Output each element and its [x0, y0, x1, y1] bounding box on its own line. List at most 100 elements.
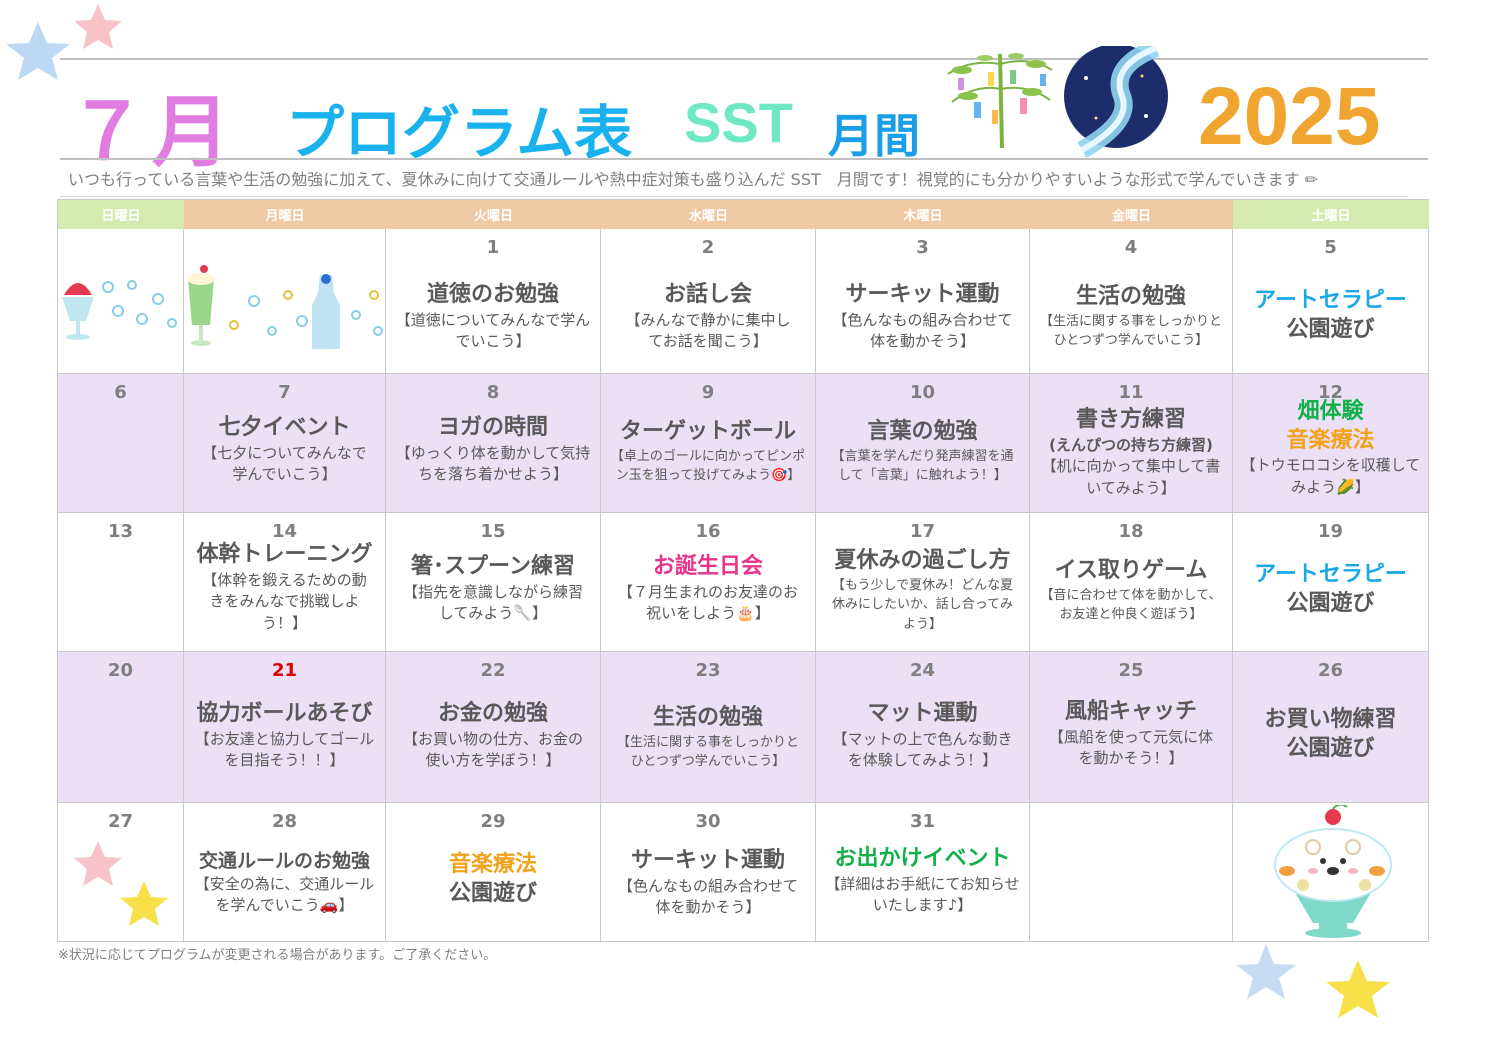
- activity-title: お誕生日会: [652, 554, 763, 579]
- day-number: 30: [695, 811, 721, 832]
- day-number: 14: [271, 521, 298, 542]
- day-cell-23: 23 生活の勉強 【生活に関する事をしっかりとひとつずつ学んでいこう】: [601, 652, 816, 803]
- weekday-header-sat: 土曜日: [1233, 200, 1429, 229]
- weekday-header-mon: 月曜日: [184, 200, 386, 229]
- activity-title: お金の勉強: [437, 701, 548, 726]
- day-cell-16: 16 お誕生日会 【７月生まれのお友達のお祝いをしよう🎂】: [601, 513, 816, 652]
- yellow-star-icon: [120, 881, 168, 926]
- day-cell-17: 17 夏休みの過ごし方 【もう少しで夏休み！どんな夏休みにしたいか、話し合ってみ…: [816, 513, 1030, 652]
- activity-note: (えんぴつの持ち方練習): [1049, 435, 1213, 454]
- day-number: 18: [1118, 521, 1144, 542]
- calendar-grid: 日曜日 月曜日 火曜日 水曜日 木曜日 金曜日 土曜日: [57, 199, 1429, 942]
- day-number: 15: [480, 521, 506, 542]
- day-cell-13: 13: [58, 513, 184, 652]
- day-number: 8: [486, 382, 500, 403]
- weekday-header-sun: 日曜日: [58, 200, 184, 229]
- activity-description: 【生活に関する事をしっかりとひとつずつ学んでいこう】: [1040, 313, 1223, 349]
- activity-description: 【みんなで静かに集中してお話を聞こう】: [625, 310, 791, 351]
- blue-star-icon: [1236, 944, 1296, 999]
- day-cell-7: 7 七夕イベント 【七夕についてみんなで学んでいこう】: [184, 374, 386, 513]
- activity-title: 畑体験: [1297, 399, 1364, 424]
- day-number: 31: [909, 811, 936, 832]
- activity-title: 道徳のお勉強: [426, 282, 559, 307]
- day-cell-29: 29 音楽療法 公園遊び: [386, 803, 601, 942]
- activity-title: 音楽療法: [448, 852, 537, 877]
- kan-title: 月間: [828, 109, 920, 163]
- day-number: 19: [1317, 521, 1344, 542]
- day-cell-2: 2 お話し会 【みんなで静かに集中してお話を聞こう】: [601, 229, 816, 374]
- day-number: 2: [701, 237, 715, 258]
- header-bottom-rule: [60, 158, 1428, 160]
- star-decoration-top-left: [6, 4, 122, 80]
- day-cell-27: 27: [58, 803, 184, 942]
- day-cell-30: 30 サーキット運動 【色んなもの組み合わせて体を動かそう】: [601, 803, 816, 942]
- day-number: 7: [278, 382, 291, 403]
- activity-title: 生活の勉強: [652, 705, 763, 730]
- day-number: 20: [107, 660, 134, 681]
- activity-title: 言葉の勉強: [867, 419, 978, 444]
- activity-title: お出かけイベント: [834, 846, 1011, 871]
- sst-title: SST: [684, 91, 793, 154]
- activity-title: 七夕イベント: [218, 415, 351, 440]
- day-cell-10: 10 言葉の勉強 【言葉を学んだり発声練習を通して「言葉」に触れよう！】: [816, 374, 1030, 513]
- program-description: いつも行っている言葉や生活の勉強に加えて、夏休みに向けて交通ルールや熱中症対策も…: [68, 170, 1319, 189]
- activity-description: 【机に向かって集中して書いてみよう】: [1041, 457, 1221, 498]
- day-number: 12: [1317, 382, 1344, 403]
- activity-description: 【マットの上で色んな動きを体験してみよう！】: [832, 729, 1013, 770]
- activity-description: 【言葉を学んだり発声練習を通して「言葉」に触れよう！】: [831, 448, 1014, 484]
- day-cell-6: 6: [58, 374, 184, 513]
- day-number: 28: [271, 811, 298, 832]
- day-cell-8: 8 ヨガの時間 【ゆっくり体を動かして気持ちを落ち着かせよう】: [386, 374, 601, 513]
- day-cell-11: 11 書き方練習 (えんぴつの持ち方練習) 【机に向かって集中して書いてみよう】: [1030, 374, 1233, 513]
- activity-title: サーキット運動: [845, 282, 1000, 307]
- cream-soda-ramune-icon: [187, 265, 383, 349]
- day-cell-21: 21 協力ボールあそび 【お友達と協力してゴールを目指そう！！】: [184, 652, 386, 803]
- activity-description: 【指先を意識しながら練習してみよう🥄】: [402, 582, 583, 623]
- day-number: 17: [909, 521, 936, 542]
- day-number: 16: [695, 521, 721, 542]
- weekday-header-wed: 水曜日: [601, 200, 816, 229]
- day-number: 3: [916, 237, 929, 258]
- activity-title: アートセラピー: [1254, 288, 1407, 313]
- activity-title: サーキット運動: [630, 848, 785, 873]
- day-cell-15: 15 箸･スプーン練習 【指先を意識しながら練習してみよう🥄】: [386, 513, 601, 652]
- day-cell-9: 9 ターゲットボール 【卓上のゴールに向かってピンポン玉を狙って投げてみよう🎯】: [601, 374, 816, 513]
- shaved-ice-icon: [62, 280, 177, 340]
- day-cell-22: 22 お金の勉強 【お買い物の仕方、お金の使い方を学ぼう！】: [386, 652, 601, 803]
- activity-title: 箸･スプーン練習: [411, 554, 575, 579]
- day-cell-18: 18 イス取りゲーム 【音に合わせて体を動かして、お友達と仲良く遊ぼう】: [1030, 513, 1233, 652]
- activity-subtitle: 公園遊び: [1286, 316, 1375, 342]
- activity-title: マット運動: [867, 701, 978, 726]
- day-cell-12: 12 畑体験 音楽療法 【トウモロコシを収穫してみよう🌽】: [1233, 374, 1429, 513]
- activity-description: 【ゆっくり体を動かして気持ちを落ち着かせよう】: [395, 443, 591, 484]
- day-number: 9: [701, 382, 715, 403]
- day-number: 10: [909, 382, 936, 403]
- day-cell-empty-mon: [184, 229, 386, 374]
- month-title: ７月: [68, 88, 237, 178]
- activity-description: 【七夕についてみんなで学んでいこう】: [202, 443, 367, 484]
- activity-description: 【色んなもの組み合わせて体を動かそう】: [617, 876, 798, 917]
- activity-description: 【生活に関する事をしっかりとひとつずつ学んでいこう】: [616, 734, 799, 770]
- footnote: ※状況に応じてプログラムが変更される場合があります。ご了承ください。: [58, 948, 497, 963]
- activity-description: 【もう少しで夏休み！どんな夏休みにしたいか、話し合ってみよう】: [831, 577, 1014, 632]
- pink-star-icon: [74, 4, 122, 49]
- activity-description: 【安全の為に、交通ルールを学んでいこう🚗】: [194, 874, 375, 915]
- activity-description: 【トウモロコシを収穫してみよう🌽】: [1240, 456, 1421, 496]
- day-number: 23: [695, 660, 721, 681]
- day-cell-25: 25 風船キャッチ 【風船を使って元気に体を動かそう！】: [1030, 652, 1233, 803]
- activity-description: 【音に合わせて体を動かして、お友達と仲良く遊ぼう】: [1040, 587, 1222, 623]
- activity-description: 【道徳についてみんなで学んでいこう】: [395, 310, 591, 351]
- day-cell-empty-fri: [1030, 803, 1233, 942]
- activity-description: 【お友達と協力してゴールを目指そう！！】: [194, 729, 375, 770]
- activity-title: イス取りゲーム: [1054, 558, 1208, 583]
- weekday-header-thu: 木曜日: [816, 200, 1030, 229]
- activity-title: お買い物練習: [1264, 707, 1397, 732]
- day-number: 29: [480, 811, 506, 832]
- description-rule: [60, 196, 1408, 197]
- activity-title: 夏休みの過ごし方: [834, 548, 1011, 573]
- day-number: 13: [107, 521, 134, 542]
- activity-title: 書き方練習: [1075, 407, 1186, 432]
- bamboo-icon: [947, 53, 1053, 149]
- day-cell-5: 5 アートセラピー 公園遊び: [1233, 229, 1429, 374]
- day-number: 25: [1118, 660, 1144, 681]
